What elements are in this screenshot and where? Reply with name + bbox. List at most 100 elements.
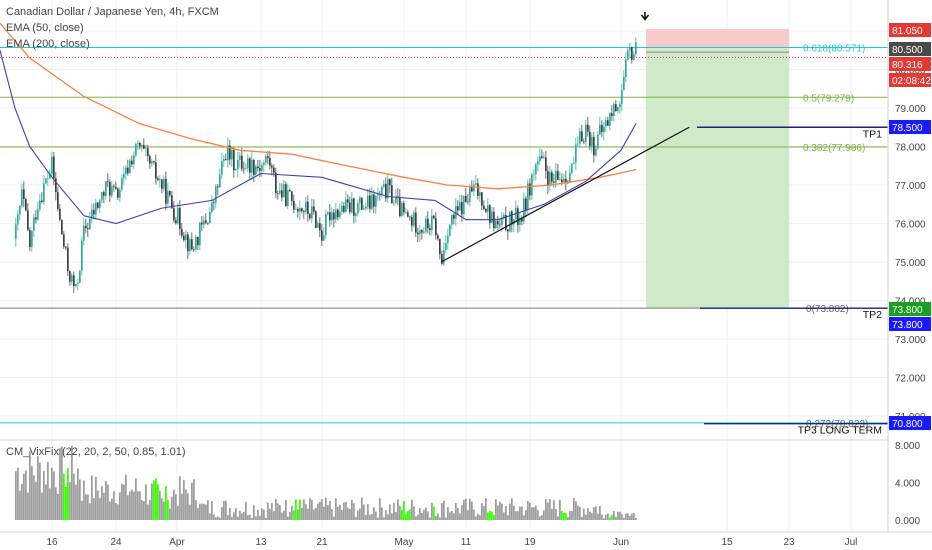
candle-body [17,214,19,225]
vixfix-bar [630,513,633,520]
vixfix-bar [148,499,151,520]
candle-body [453,214,455,219]
candle-body [39,200,41,210]
vixfix-bar [164,486,167,520]
ema50-line [0,50,637,225]
candle-body [193,249,195,250]
candle-body [19,205,21,215]
vixfix-bar [312,509,315,520]
price-badge [889,416,931,430]
candle-body [43,183,45,202]
vixfix-bar [564,513,567,520]
vixfix-bar [338,504,341,520]
vixfix-bar [562,513,565,520]
candle-body [47,178,49,179]
vixfix-bar [428,517,431,520]
candle-body [439,238,441,255]
vixfix-bar [344,501,347,520]
vixfix-bar [278,504,281,520]
candle-body [455,206,457,219]
vixfix-bar [478,515,481,520]
candle-body [55,178,57,193]
candle-body [465,195,467,202]
tp-label: TP3 LONG TERM [798,425,882,437]
vixfix-bar [76,468,79,520]
vixfix-bar [68,482,71,520]
vixfix-bar [248,514,251,520]
candle-body [211,202,213,213]
fib-label: 0.618(80.571) [803,44,865,55]
vixfix-bar [270,502,273,520]
candle-body [111,186,113,196]
candle-body [21,189,23,206]
vixfix-bar [482,505,485,520]
candle-body [605,120,607,127]
vixfix-bar [266,502,269,520]
candle-body [569,172,571,183]
candle-body [505,215,507,230]
candle-body [225,159,227,161]
vixfix-bar [58,448,61,520]
price-badge-label: 80.316 [892,60,923,71]
vixfix-bar [192,479,195,520]
vixfix-bar [370,513,373,520]
vixfix-bar [524,510,527,520]
vixfix-bar [30,466,33,520]
vixfix-bar [294,499,297,520]
vixfix-bar [302,499,305,520]
vixfix-bar [462,499,465,520]
candle-body [105,181,107,196]
candle-body [83,225,85,241]
candle-body [161,179,163,189]
stop-loss-zone [646,29,789,48]
candle-body [185,234,187,241]
candle-body [415,212,417,233]
vixfix-bar [160,498,163,520]
candle-body [497,221,499,225]
vixfix-bar [530,507,533,520]
candle-body [377,194,379,196]
candle-body [629,47,631,51]
candle-body [613,104,615,116]
vixfix-bar [310,499,313,520]
vixfix-bar [392,502,395,520]
vixfix-bar [346,507,349,520]
candle-body [299,208,301,212]
candle-body [87,228,89,230]
vixfix-bar [232,512,235,520]
candle-body [287,190,289,207]
vixfix-bar [244,501,247,520]
vixfix-bar [418,508,421,520]
vixfix-bar [612,510,615,520]
vixfix-bar [268,508,271,520]
vixfix-bar [618,511,621,520]
candle-body [575,144,577,163]
vixfix-bar [94,476,97,520]
candle-body [291,191,293,201]
candle-body [401,203,403,217]
vixfix-bar [490,511,493,520]
vixfix-bar [528,502,531,520]
vixfix-bar [570,510,573,520]
candle-body [459,202,461,211]
vixfix-bar [590,513,593,520]
candle-body [137,142,139,145]
vixfix-bar [412,506,415,520]
indicator-axis: 8.000 4.000 0.000 [895,441,920,527]
vixfix-bar [166,499,169,520]
candle-body [581,131,583,142]
vixfix-bar [540,515,543,520]
candle-body [49,173,51,179]
vixfix-bar [510,498,513,520]
vixfix-bar [146,504,149,520]
candle-body [413,212,415,226]
candle-body [203,220,205,225]
vixfix-bar [556,516,559,520]
candle-body [293,200,295,210]
vixfix-bar [218,517,221,520]
vixfix-bar [336,506,339,520]
vixfix-bar [180,493,183,520]
vixfix-bar [364,514,367,520]
candle-body [359,197,361,204]
